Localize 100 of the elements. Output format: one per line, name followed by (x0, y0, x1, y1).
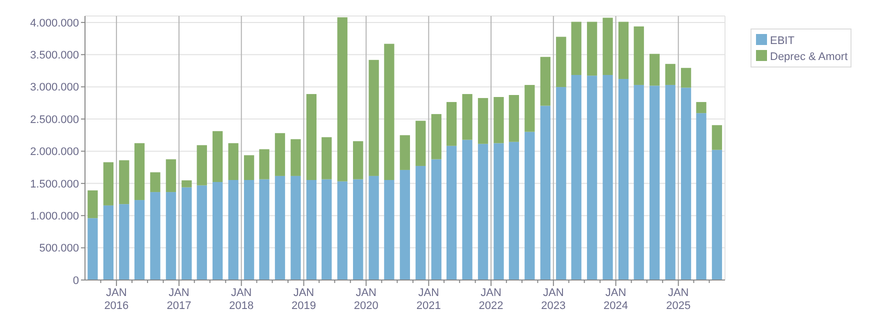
bar (400, 170, 410, 280)
bar (400, 135, 410, 170)
bar (494, 97, 504, 144)
bar (368, 60, 379, 176)
bar (431, 114, 442, 160)
bar (665, 64, 676, 85)
y-tick-label: 0 (72, 274, 79, 287)
bar (508, 95, 520, 142)
bar (306, 180, 317, 280)
bar (119, 204, 130, 280)
y-tick-label: 2.000.000 (30, 146, 79, 158)
bar (618, 22, 629, 79)
bar (150, 192, 160, 280)
bar (150, 172, 160, 192)
bar (290, 139, 301, 176)
bar (322, 137, 332, 180)
bar (290, 176, 301, 280)
bar (228, 143, 238, 180)
bar (306, 94, 317, 180)
bar (462, 140, 472, 280)
bar (182, 187, 192, 280)
bar (680, 88, 692, 280)
bar (368, 176, 379, 280)
bar (696, 102, 706, 114)
bar (353, 141, 364, 180)
bar (228, 180, 238, 280)
bar (478, 98, 488, 144)
bar (88, 218, 98, 280)
x-tick-label: JAN 2023 (541, 287, 566, 312)
bar (618, 78, 629, 280)
bar (696, 113, 706, 280)
y-tick-label: 500.000 (39, 242, 79, 255)
x-tick-label: JAN 2019 (292, 287, 316, 312)
bar (602, 74, 613, 280)
bar (337, 181, 348, 280)
bar (540, 56, 550, 106)
bar (540, 106, 550, 280)
bar (182, 180, 192, 188)
x-tick-label: JAN 2017 (166, 287, 192, 312)
bar (524, 132, 535, 280)
bar (571, 74, 582, 280)
bar (196, 145, 207, 186)
bar (650, 54, 660, 86)
bar (322, 179, 332, 280)
y-tick-label: 1.500.000 (30, 178, 79, 190)
bar (274, 133, 286, 176)
bar (119, 160, 130, 204)
bar (571, 22, 582, 75)
bar (166, 159, 176, 192)
x-tick-label: JAN 2021 (416, 287, 441, 312)
bar (431, 159, 442, 280)
x-tick-label: JAN 2020 (354, 287, 378, 312)
bar (384, 44, 394, 180)
bar (712, 150, 722, 280)
bar (712, 125, 722, 150)
bar (446, 146, 457, 280)
y-tick-label: 1.000.000 (30, 210, 79, 222)
x-tick-label: JAN 2024 (604, 287, 628, 312)
bar (134, 200, 145, 280)
bar (103, 205, 114, 280)
bar (494, 143, 504, 280)
bar (212, 131, 223, 182)
bar (103, 162, 114, 206)
legend-label: Deprec & Amort (770, 51, 848, 63)
bar (196, 185, 207, 280)
bar (88, 190, 98, 218)
bar (586, 22, 598, 76)
y-tick-label: 3.000.000 (30, 82, 79, 94)
x-tick-label: JAN 2022 (478, 287, 504, 312)
y-tick-label: 3.500.000 (30, 49, 79, 62)
bar (416, 120, 426, 166)
bar (634, 84, 644, 280)
bar (508, 142, 520, 280)
bar (259, 149, 270, 180)
bar (416, 166, 426, 280)
bar (166, 192, 176, 280)
bar (244, 155, 254, 180)
bar (665, 84, 676, 280)
x-tick-label: JAN 2018 (229, 287, 254, 312)
bar (337, 17, 348, 182)
legend-label: EBIT (770, 35, 795, 47)
bar (634, 26, 644, 85)
bar (586, 76, 598, 280)
bar (353, 179, 364, 280)
x-tick-label: JAN 2025 (666, 287, 691, 312)
bar (556, 36, 566, 88)
x-tick-label: JAN 2016 (104, 287, 129, 312)
y-tick-label: 2.500.000 (30, 114, 79, 126)
bar (478, 144, 488, 280)
bar (384, 180, 394, 280)
bar (462, 94, 472, 140)
bar (212, 182, 223, 280)
bar (274, 176, 286, 280)
bar (244, 180, 254, 280)
bar (650, 86, 660, 280)
bar (602, 18, 613, 75)
y-tick-label: 4.000.000 (30, 17, 79, 30)
bar (446, 102, 457, 146)
bar (524, 84, 535, 132)
bar (680, 68, 692, 88)
